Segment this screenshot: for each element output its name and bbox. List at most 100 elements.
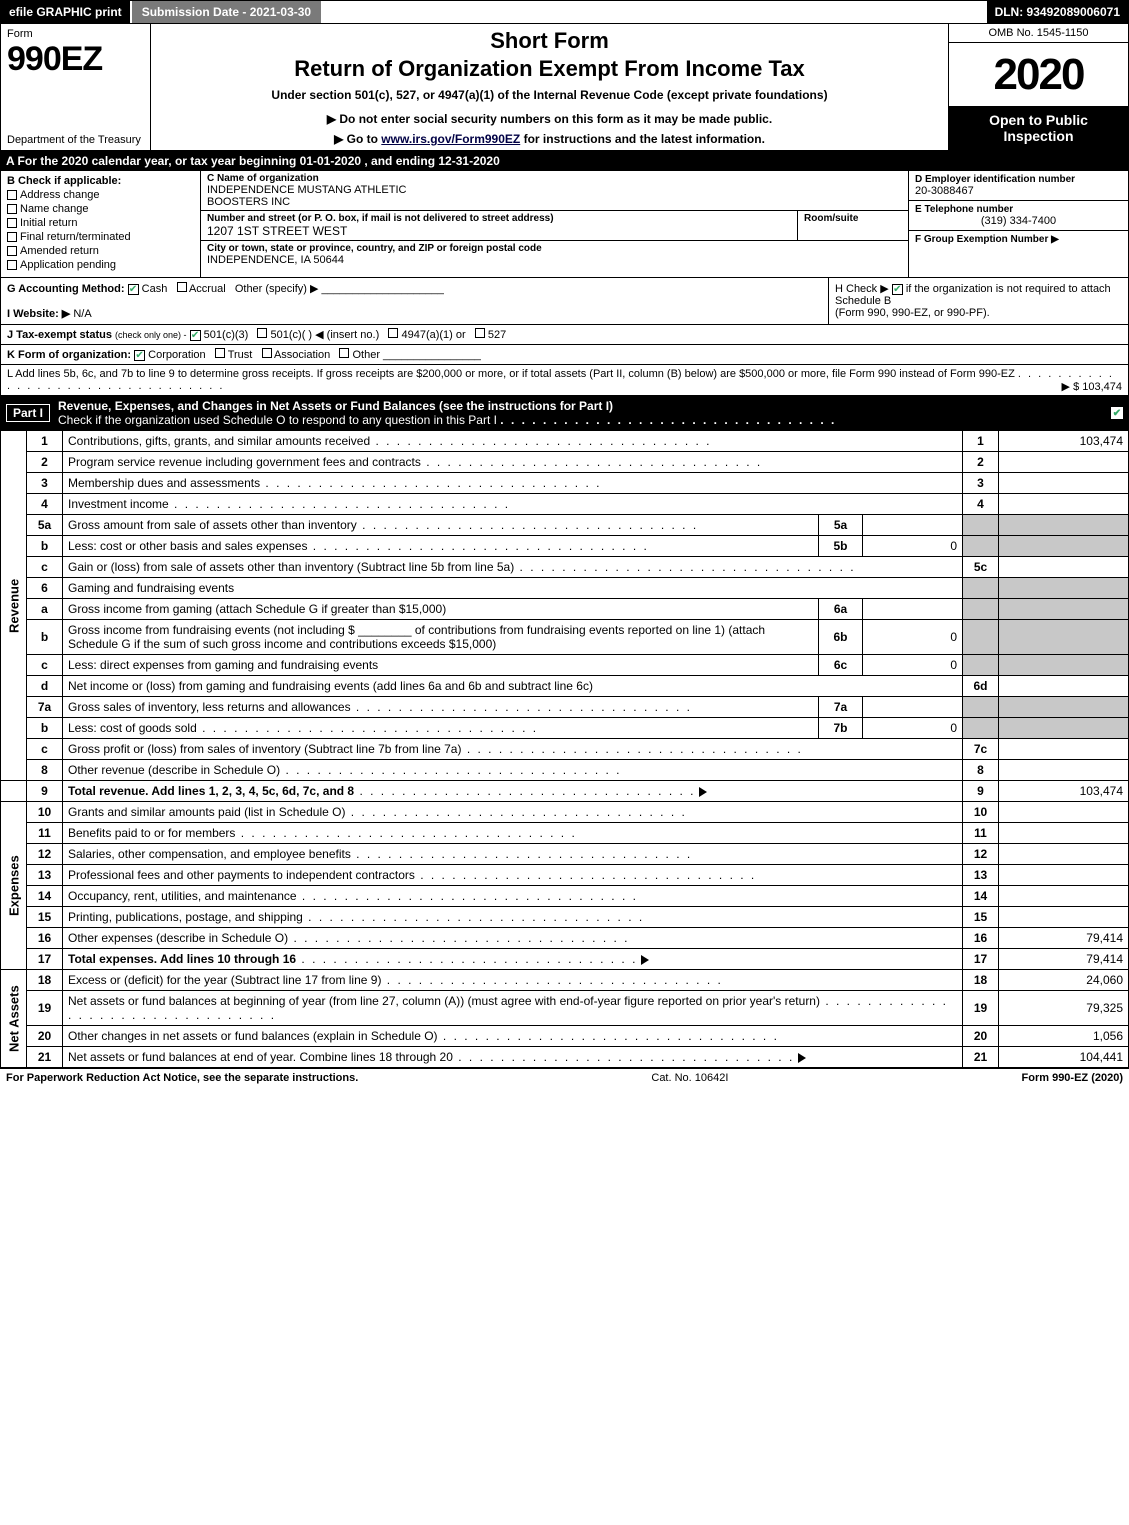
line-desc: Other expenses (describe in Schedule O) — [63, 928, 963, 949]
chk-cash[interactable]: ✔ — [128, 284, 139, 295]
line-num: 5a — [27, 515, 63, 536]
chk-label: Address change — [20, 189, 100, 201]
line-val: 24,060 — [999, 970, 1129, 991]
line-desc: Total expenses. Add lines 10 through 16 — [63, 949, 963, 970]
i-label: I Website: ▶ — [7, 308, 70, 320]
grey-cell — [999, 599, 1129, 620]
vert-revenue: Revenue — [1, 431, 27, 781]
row-21: 21 Net assets or fund balances at end of… — [1, 1047, 1129, 1068]
l-val: ▶ $ 103,474 — [1062, 380, 1122, 393]
chk-association[interactable] — [262, 348, 272, 358]
irs-link[interactable]: www.irs.gov/Form990EZ — [381, 132, 520, 146]
line-desc: Net income or (loss) from gaming and fun… — [63, 676, 963, 697]
page-footer: For Paperwork Reduction Act Notice, see … — [0, 1068, 1129, 1087]
chk-amended-return[interactable]: Amended return — [7, 245, 194, 257]
row-18: Net Assets 18 Excess or (deficit) for th… — [1, 970, 1129, 991]
line-ref: 10 — [963, 802, 999, 823]
checkbox-icon[interactable] — [7, 232, 17, 242]
k-o2: Trust — [228, 349, 253, 361]
chk-schedule-b[interactable]: ✔ — [892, 284, 903, 295]
org-name-1: INDEPENDENCE MUSTANG ATHLETIC — [207, 184, 902, 196]
mini-num: 6a — [819, 599, 863, 620]
topbar-spacer — [321, 1, 986, 23]
line-num: 18 — [27, 970, 63, 991]
omb-number: OMB No. 1545-1150 — [949, 24, 1128, 43]
k-o1: Corporation — [148, 349, 205, 361]
section-def: D Employer identification number 20-3088… — [908, 171, 1128, 277]
chk-final-return[interactable]: Final return/terminated — [7, 231, 194, 243]
line-desc: Other changes in net assets or fund bala… — [63, 1026, 963, 1047]
chk-527[interactable] — [475, 328, 485, 338]
line-val — [999, 760, 1129, 781]
line-num: b — [27, 536, 63, 557]
chk-other[interactable] — [339, 348, 349, 358]
line-val — [999, 886, 1129, 907]
row-19: 19 Net assets or fund balances at beginn… — [1, 991, 1129, 1026]
goto-line: ▶ Go to www.irs.gov/Form990EZ for instru… — [334, 132, 765, 146]
j-o2: 501(c)( ) ◀ (insert no.) — [271, 329, 380, 341]
checkbox-icon[interactable] — [7, 204, 17, 214]
d-label: D Employer identification number — [915, 174, 1122, 185]
line-num: 4 — [27, 494, 63, 515]
checkbox-icon[interactable] — [7, 260, 17, 270]
grey-cell — [963, 578, 999, 599]
entity-block: B Check if applicable: Address change Na… — [0, 171, 1129, 278]
chk-4947[interactable] — [388, 328, 398, 338]
part1-bar: Part I Revenue, Expenses, and Changes in… — [0, 396, 1129, 430]
line-num: 20 — [27, 1026, 63, 1047]
row-17: 17 Total expenses. Add lines 10 through … — [1, 949, 1129, 970]
row-9: 9 Total revenue. Add lines 1, 2, 3, 4, 5… — [1, 781, 1129, 802]
line-val — [999, 844, 1129, 865]
city-state-zip: INDEPENDENCE, IA 50644 — [207, 254, 902, 266]
line-desc: Gaming and fundraising events — [63, 578, 963, 599]
line-val — [999, 676, 1129, 697]
row-6a: a Gross income from gaming (attach Sched… — [1, 599, 1129, 620]
grey-cell — [963, 620, 999, 655]
line-ref: 2 — [963, 452, 999, 473]
chk-name-change[interactable]: Name change — [7, 203, 194, 215]
line-ref: 18 — [963, 970, 999, 991]
footer-mid: Cat. No. 10642I — [358, 1072, 1021, 1084]
line-ref: 8 — [963, 760, 999, 781]
row-1: Revenue 1 Contributions, gifts, grants, … — [1, 431, 1129, 452]
line-desc: Gain or (loss) from sale of assets other… — [63, 557, 963, 578]
chk-accrual[interactable] — [177, 282, 187, 292]
chk-501c3[interactable]: ✔ — [190, 330, 201, 341]
row-6c: c Less: direct expenses from gaming and … — [1, 655, 1129, 676]
checkbox-icon[interactable] — [7, 246, 17, 256]
chk-initial-return[interactable]: Initial return — [7, 217, 194, 229]
g-other: Other (specify) ▶ — [235, 283, 319, 295]
checkbox-icon[interactable] — [7, 218, 17, 228]
mini-val — [863, 599, 963, 620]
section-h: H Check ▶ ✔ if the organization is not r… — [828, 278, 1128, 324]
row-5c: c Gain or (loss) from sale of assets oth… — [1, 557, 1129, 578]
line-ref: 15 — [963, 907, 999, 928]
line-num: 6 — [27, 578, 63, 599]
f-label: F Group Exemption Number ▶ — [915, 234, 1122, 245]
line-num: c — [27, 739, 63, 760]
row-10: Expenses 10 Grants and similar amounts p… — [1, 802, 1129, 823]
line-val: 103,474 — [999, 781, 1129, 802]
chk-corporation[interactable]: ✔ — [134, 350, 145, 361]
chk-501c[interactable] — [257, 328, 267, 338]
checkbox-icon[interactable] — [7, 190, 17, 200]
grey-cell — [999, 655, 1129, 676]
submission-date: Submission Date - 2021-03-30 — [130, 1, 321, 23]
line-desc: Excess or (deficit) for the year (Subtra… — [63, 970, 963, 991]
chk-trust[interactable] — [215, 348, 225, 358]
efile-print-label[interactable]: efile GRAPHIC print — [1, 1, 130, 23]
g-line[interactable]: ____________________ — [322, 283, 444, 295]
line-val — [999, 865, 1129, 886]
chk-schedule-o[interactable]: ✔ — [1111, 407, 1123, 419]
group-exemption-cell: F Group Exemption Number ▶ — [909, 231, 1128, 277]
short-form-title: Short Form — [490, 28, 609, 54]
grey-cell — [963, 655, 999, 676]
mini-num: 5b — [819, 536, 863, 557]
line-val: 79,414 — [999, 949, 1129, 970]
chk-application-pending[interactable]: Application pending — [7, 259, 194, 271]
k-line[interactable]: ________________ — [383, 349, 481, 361]
grey-cell — [963, 697, 999, 718]
footer-left: For Paperwork Reduction Act Notice, see … — [6, 1072, 358, 1084]
chk-address-change[interactable]: Address change — [7, 189, 194, 201]
line-ref: 5c — [963, 557, 999, 578]
